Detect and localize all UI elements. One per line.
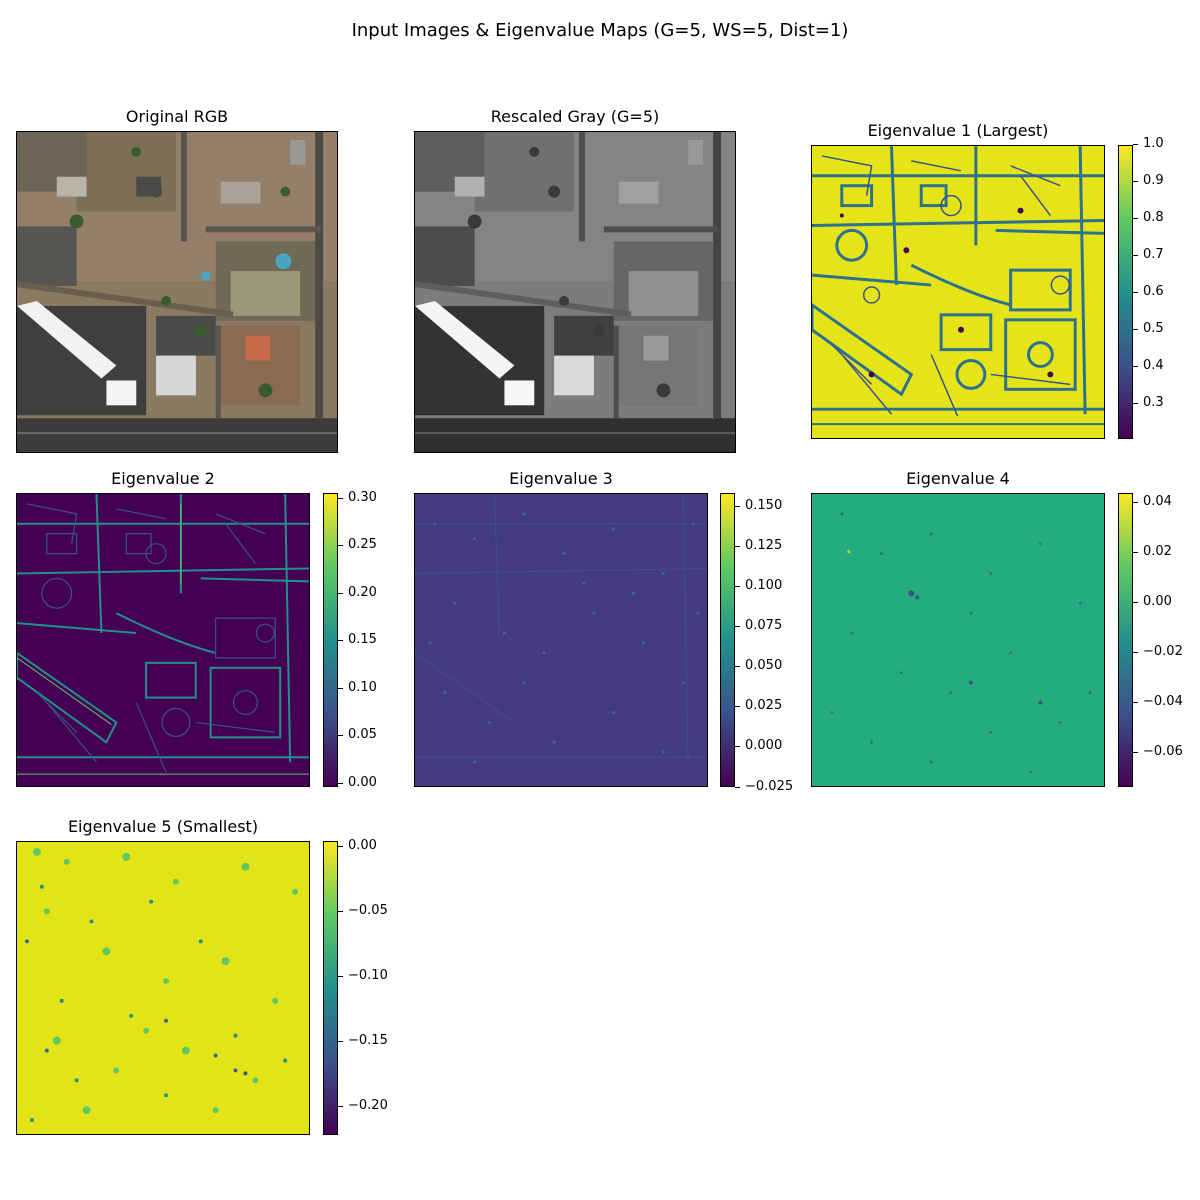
colorbar-tick: 0.20: [338, 585, 377, 600]
panel-title-original-rgb: Original RGB: [125, 107, 229, 126]
colorbar-tick: 0.05: [338, 727, 377, 742]
eigenvalue-2-colorbar: [323, 493, 338, 787]
eigenvalue-4-colorbar: [1118, 493, 1133, 787]
rescaled-gray-image: [414, 131, 736, 453]
colorbar-tick: 0.125: [734, 538, 783, 553]
panel-title-eigenvalue-5: Eigenvalue 5 (Smallest): [67, 817, 259, 836]
colorbar-tick: 0.25: [338, 537, 377, 552]
colorbar-tick: 0.04: [1133, 494, 1172, 509]
colorbar-tick: −0.06: [1133, 744, 1183, 759]
colorbar-tick: −0.04: [1133, 694, 1183, 709]
figure-title: Input Images & Eigenvalue Maps (G=5, WS=…: [351, 20, 849, 41]
colorbar-tick: 0.00: [1133, 594, 1172, 609]
eigenvalue-1-map: [811, 145, 1105, 439]
colorbar-tick: 0.00: [338, 838, 377, 853]
colorbar-tick: 0.5: [1133, 321, 1164, 336]
eigenvalue-3-colorbar: [720, 493, 735, 787]
colorbar-tick: 0.6: [1133, 284, 1164, 299]
colorbar-tick: 0.02: [1133, 544, 1172, 559]
eigenvalue-1-colorbar: [1118, 145, 1133, 439]
panel-title-rescaled-gray: Rescaled Gray (G=5): [490, 107, 660, 126]
colorbar-tick: −0.05: [338, 903, 388, 918]
panel-title-eigenvalue-1: Eigenvalue 1 (Largest): [867, 121, 1049, 140]
eigenvalue-5-colorbar: [323, 841, 338, 1135]
colorbar-tick: 0.025: [734, 698, 783, 713]
panel-title-eigenvalue-3: Eigenvalue 3: [509, 469, 613, 488]
colorbar-tick: 0.4: [1133, 358, 1164, 373]
eigenvalue-4-map: [811, 493, 1105, 787]
colorbar-tick: −0.10: [338, 968, 388, 983]
colorbar-tick: −0.15: [338, 1033, 388, 1048]
colorbar-tick: 0.15: [338, 632, 377, 647]
colorbar-tick: 0.000: [734, 738, 783, 753]
colorbar-tick: 0.100: [734, 578, 783, 593]
panel-title-eigenvalue-4: Eigenvalue 4: [906, 469, 1010, 488]
colorbar-tick: 0.10: [338, 680, 377, 695]
colorbar-tick: 0.9: [1133, 173, 1164, 188]
eigenvalue-2-map: [16, 493, 310, 787]
colorbar-tick: −0.02: [1133, 644, 1183, 659]
colorbar-tick: 0.8: [1133, 210, 1164, 225]
colorbar-tick: 0.7: [1133, 247, 1164, 262]
colorbar-tick: 0.3: [1133, 395, 1164, 410]
colorbar-tick: 0.075: [734, 618, 783, 633]
colorbar-tick: 0.00: [338, 775, 377, 790]
eigenvalue-3-map: [414, 493, 708, 787]
colorbar-tick: 1.0: [1133, 136, 1164, 151]
original-rgb-image: [16, 131, 338, 453]
colorbar-tick: 0.150: [734, 498, 783, 513]
colorbar-tick: −0.025: [734, 779, 794, 794]
panel-title-eigenvalue-2: Eigenvalue 2: [111, 469, 215, 488]
colorbar-tick: 0.050: [734, 658, 783, 673]
colorbar-tick: 0.30: [338, 490, 377, 505]
colorbar-tick: −0.20: [338, 1098, 388, 1113]
eigenvalue-5-map: [16, 841, 310, 1135]
